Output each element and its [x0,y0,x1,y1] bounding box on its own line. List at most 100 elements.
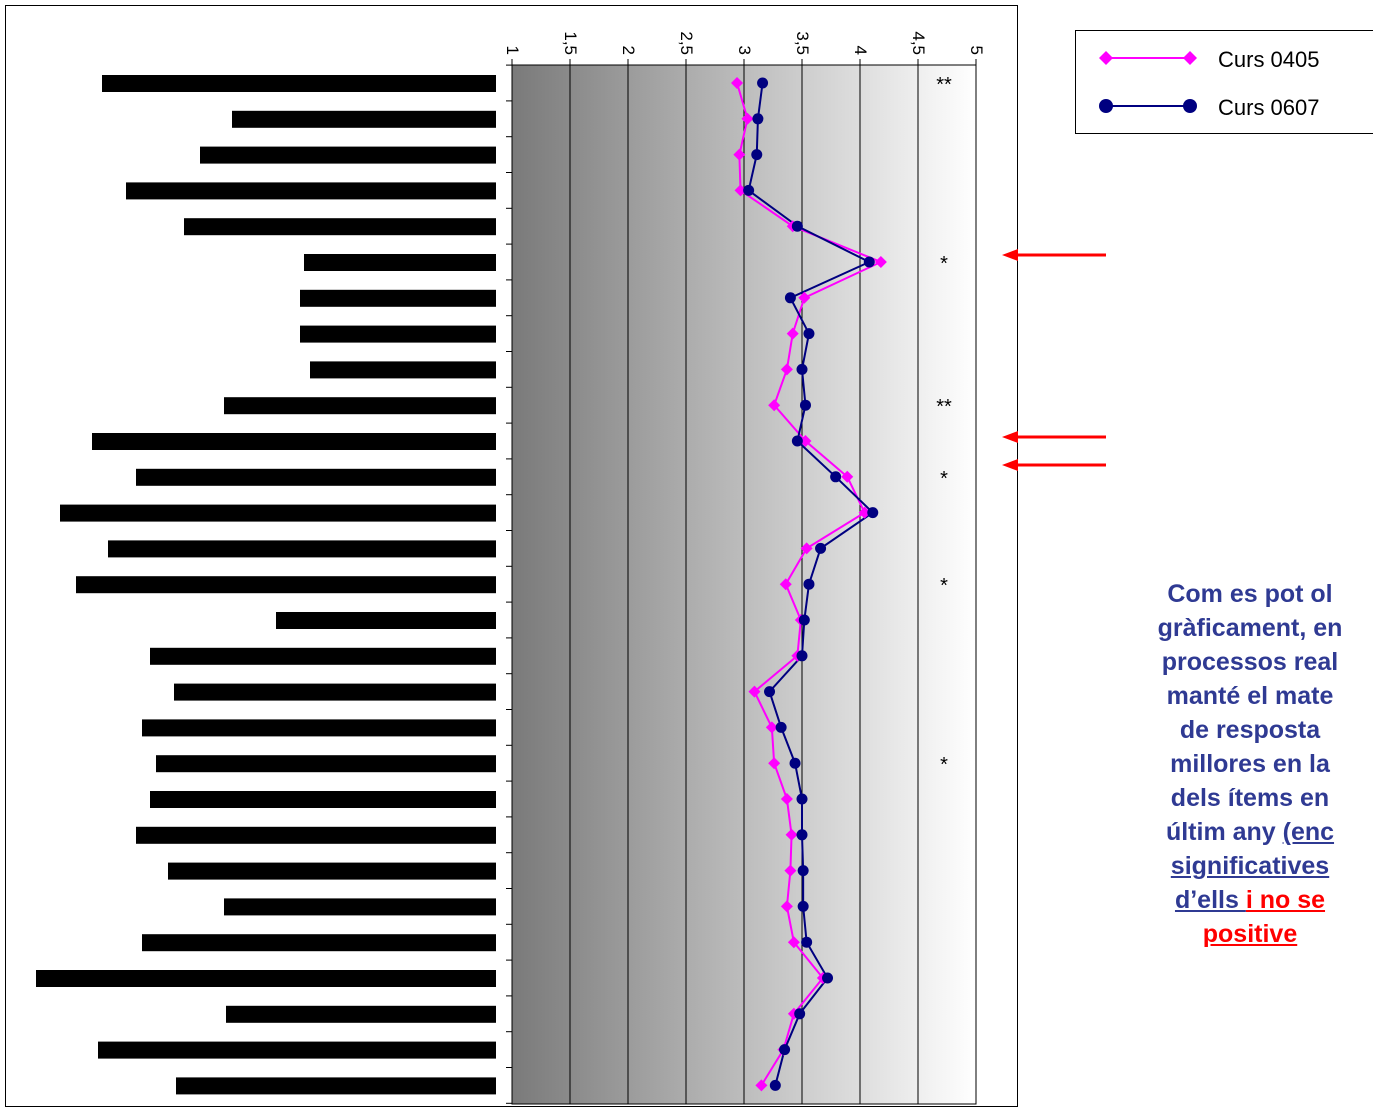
tick-label: 3 [735,46,754,55]
comment-line: processos real [1161,648,1339,676]
data-point-circle [797,900,809,912]
item-label-bar [142,934,496,952]
data-point-diamond [799,435,812,447]
data-point-diamond [733,148,746,161]
item-label-bar [150,647,496,665]
comment-line: manté el mate [1166,682,1334,710]
item-label-bar [150,791,496,808]
item-label-bar [224,898,496,916]
item-label-bar [184,218,496,236]
tick-label: 5 [967,46,986,55]
red-arrow-head [1002,249,1018,261]
item-label-bar [176,1077,496,1095]
significance-mark: * [940,575,948,597]
comment-text: Com es pot ol gràficament, en processos … [1040,577,1373,951]
data-point-circle [867,507,879,519]
comment-line: Com es pot ol [1167,580,1333,608]
grid-lines [569,65,919,1104]
data-point-diamond [841,470,854,483]
comment-segment-red: i no se [1245,886,1326,914]
data-point-circle [796,829,808,841]
data-point-circle [784,292,796,304]
data-point-diamond [787,936,800,949]
data-point-circle [796,650,808,662]
tick-label: 4,5 [909,31,928,55]
data-point-diamond [786,327,799,340]
data-point-diamond [765,721,778,734]
comment-line: positive [1040,917,1373,951]
tick-label: 2,5 [677,31,696,55]
data-point-diamond [768,757,781,770]
item-label-bars [36,75,496,1095]
data-point-circle [822,972,834,984]
item-label-bar [232,110,496,128]
comment-segment-red: positive [1202,920,1298,948]
data-point-diamond [780,793,793,805]
item-label-bar [276,612,496,629]
item-label-bar [126,182,496,200]
data-point-circle [797,865,809,877]
data-point-circle [803,578,815,590]
data-point-diamond [798,291,811,304]
data-point-circle [764,686,776,698]
legend-marker-circle [1099,99,1197,113]
item-label-bar [156,755,496,773]
arrows [1002,249,1106,471]
comment-segment-underlined: significatives [1170,852,1330,880]
data-point-circle [769,1079,781,1091]
data-point-circle [863,256,875,268]
legend-label: Curs 0405 [1218,47,1320,72]
data-point-circle [801,936,813,948]
tick-label: 2 [619,46,638,55]
significance-mark: * [940,468,948,490]
data-point-diamond [768,399,781,412]
item-label-bar [300,289,496,307]
axis-ticks: 1 1,5 2 2,5 3 3,5 4 4,5 5 [503,31,986,1104]
tick-label: 1 [503,46,522,55]
tick-label: 3,5 [793,31,812,55]
comment-segment-underlined: (enc [1282,818,1335,846]
item-label-bar [168,862,496,880]
item-label-bar [304,254,496,271]
significance-mark: * [940,253,948,275]
data-point-circle [796,363,808,375]
legend-item-curs-0607: Curs 0607 [1076,91,1373,121]
data-point-diamond [780,900,793,913]
data-point-circle [791,220,803,232]
data-point-circle [799,399,811,411]
data-point-circle [794,1008,806,1020]
comment-segment-underlined: d’ells [1174,886,1246,914]
comment-line: millores en la [1170,750,1330,778]
item-label-bar [36,970,496,987]
data-point-circle [779,1044,791,1056]
data-point-circle [830,471,842,483]
significance-mark: * [940,754,948,776]
series-layer [731,77,887,1092]
item-label-bar [98,1041,496,1059]
data-point-diamond [858,506,871,519]
data-point-diamond [784,864,797,877]
data-point-circle [815,542,827,554]
data-point-circle [789,757,801,769]
data-point-diamond [755,1079,768,1092]
legend-item-curs-0405: Curs 0405 [1076,43,1373,73]
comment-line: gràficament, en [1157,614,1343,642]
comment-segment: últim any [1165,818,1283,846]
data-point-diamond [731,77,744,89]
item-label-bar [136,826,496,844]
legend-marker-diamond [1099,51,1197,65]
data-point-circle [798,614,810,626]
item-label-bar [224,397,496,415]
comment-line: últim any (enc [1040,815,1373,849]
data-point-diamond [779,578,792,591]
tick-label: 4 [851,46,870,55]
significance-mark: ** [936,396,952,418]
data-point-circle [775,721,787,733]
data-point-diamond [780,363,793,376]
item-label-bar [142,719,496,737]
data-point-diamond [874,256,887,268]
data-point-diamond [748,685,761,698]
data-point-circle [796,793,808,805]
data-point-diamond [741,112,754,125]
